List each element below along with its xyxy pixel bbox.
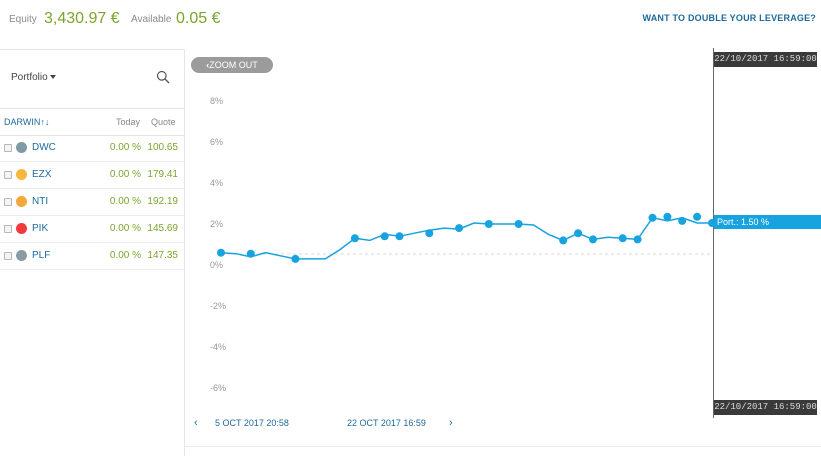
crosshair-line[interactable] [713, 48, 714, 418]
today-change: 0.00 % [109, 196, 141, 207]
y-tick-label: 2% [210, 219, 224, 229]
data-point-marker [217, 248, 225, 257]
data-point-marker [618, 234, 627, 243]
series-color-dot [16, 142, 27, 153]
portfolio-value-plate: Port.: 1.50 % [714, 215, 821, 229]
available-value: 0.05 € [176, 10, 221, 27]
column-darwin[interactable]: DARWIN↑↓ [4, 117, 50, 127]
data-point-marker [693, 212, 702, 221]
portfolio-dropdown[interactable]: Portfolio [11, 72, 56, 83]
data-point-marker [633, 235, 642, 244]
y-tick-label: -6% [210, 383, 227, 393]
today-change: 0.00 % [109, 142, 141, 153]
data-point-marker [380, 232, 389, 241]
quote-value: 100.65 [147, 142, 178, 153]
y-tick-label: 4% [210, 178, 224, 188]
darwin-name[interactable]: NTI [32, 196, 49, 207]
range-start-date: 5 OCT 2017 20:58 [215, 418, 289, 428]
timestamp-top: 22/10/2017 16:59:00 [714, 52, 817, 67]
darwin-row[interactable]: DWC 0.00 % 100.65 [0, 135, 184, 162]
portfolio-label: Portfolio [11, 72, 48, 83]
today-change: 0.00 % [109, 169, 141, 180]
search-icon[interactable] [156, 70, 170, 84]
series-color-dot [16, 223, 27, 234]
double-leverage-link[interactable]: WANT TO DOUBLE YOUR LEVERAGE? [642, 13, 816, 23]
column-today: Today [116, 117, 141, 127]
darwin-name[interactable]: EZX [32, 169, 52, 180]
chevron-right-icon[interactable]: › [449, 417, 453, 429]
data-point-marker [425, 229, 434, 238]
row-checkbox[interactable] [4, 252, 12, 260]
row-checkbox[interactable] [4, 198, 12, 206]
data-point-marker [514, 220, 523, 228]
available-label: Available [131, 14, 172, 25]
data-point-marker [291, 254, 300, 263]
column-quote: Quote [151, 117, 176, 127]
row-checkbox[interactable] [4, 225, 12, 233]
darwin-row[interactable]: NTI 0.00 % 192.19 [0, 189, 184, 216]
y-tick-label: -4% [210, 342, 227, 352]
divider [185, 446, 821, 447]
timestamp-bottom: 22/10/2017 16:59:00 [714, 400, 817, 415]
sort-icon: ↑↓ [40, 117, 50, 127]
quote-value: 145.69 [147, 223, 178, 234]
portfolio-sidebar: Portfolio DARWIN↑↓ Today Quote DWC 0.00 %… [0, 49, 185, 456]
data-point-marker [663, 212, 672, 221]
darwin-row[interactable]: EZX 0.00 % 179.41 [0, 162, 184, 189]
series-color-dot [16, 196, 27, 207]
data-point-marker [559, 236, 568, 245]
chevron-left-icon[interactable]: ‹ [194, 417, 198, 429]
series-color-dot [16, 169, 27, 180]
quote-value: 179.41 [147, 169, 178, 180]
data-point-marker [455, 224, 464, 233]
caret-down-icon [49, 75, 56, 80]
data-point-marker [395, 232, 404, 241]
equity-label: Equity [9, 14, 37, 25]
y-tick-label: 8% [210, 96, 224, 106]
data-point-marker [574, 229, 583, 238]
data-point-marker [589, 235, 597, 244]
darwin-name[interactable]: PIK [32, 223, 49, 234]
portfolio-series-line [220, 216, 712, 260]
row-checkbox[interactable] [4, 144, 12, 152]
quote-value: 147.35 [147, 250, 178, 261]
account-summary-bar: Equity 3,430.97 € Available 0.05 € WANT … [0, 0, 821, 40]
today-change: 0.00 % [109, 223, 141, 234]
data-point-marker [484, 220, 493, 228]
darwin-row[interactable]: PLF 0.00 % 147.35 [0, 243, 184, 270]
range-end-date: 22 OCT 2017 16:59 [347, 418, 426, 428]
y-tick-label: -2% [210, 301, 227, 311]
data-point-marker [246, 249, 255, 258]
series-color-dot [16, 250, 27, 261]
data-point-marker [678, 216, 687, 225]
data-point-marker [648, 213, 657, 222]
darwin-name[interactable]: DWC [32, 142, 56, 153]
quote-value: 192.19 [147, 196, 178, 207]
y-tick-label: 6% [210, 137, 224, 147]
equity-value: 3,430.97 € [44, 10, 120, 27]
today-change: 0.00 % [109, 250, 141, 261]
row-checkbox[interactable] [4, 171, 12, 179]
darwin-name[interactable]: PLF [32, 250, 51, 261]
chevron-left-icon: ‹ [206, 60, 210, 70]
darwin-row[interactable]: PIK 0.00 % 145.69 [0, 216, 184, 243]
y-tick-label: 0% [210, 260, 224, 270]
data-point-marker [350, 234, 359, 243]
zoom-out-button[interactable]: ‹ZOOM OUT [191, 57, 273, 73]
darwin-table-header: DARWIN↑↓ Today Quote [0, 108, 184, 136]
